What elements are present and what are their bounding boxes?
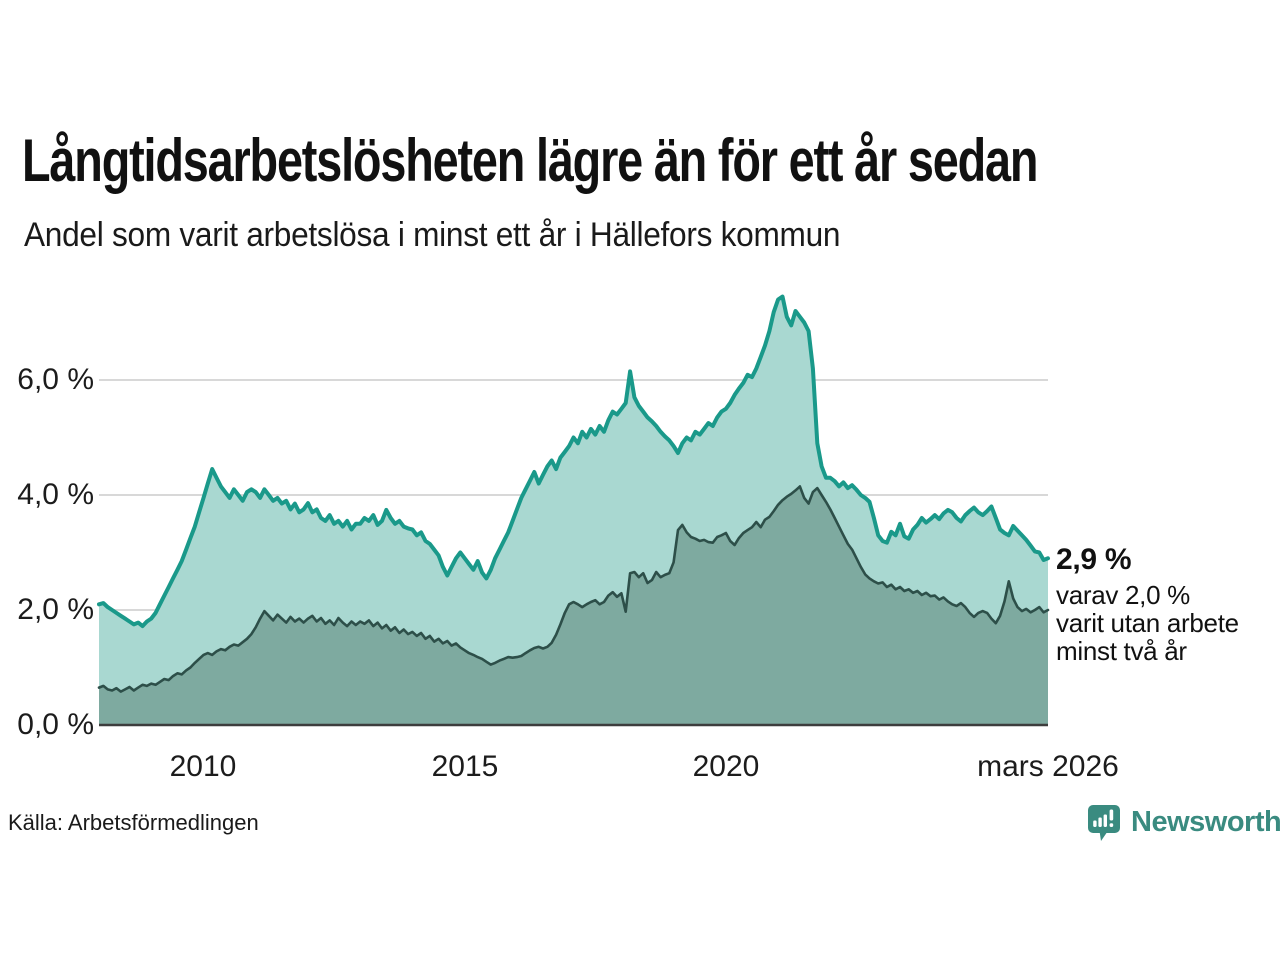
source-note: Källa: Arbetsförmedlingen [8, 810, 259, 835]
end-annotation-value: 2,9 % [1056, 543, 1132, 577]
x-axis-tick-2015: 2015 [431, 750, 499, 783]
x-axis-tick-2020: 2020 [692, 750, 760, 783]
end-annotation-line-2: varit utan arbete [1056, 608, 1239, 639]
newsworthy-wordmark: Newsworthy [1131, 805, 1280, 838]
newsworthy-badge-icon [1088, 805, 1120, 841]
page-subtitle: Andel som varit arbetslösa i minst ett å… [24, 216, 841, 254]
end-annotation: 2,9 % varav 2,0 % varit utan arbete mins… [1056, 543, 1280, 665]
series-area-1 [99, 486, 1048, 725]
series-line-1 [97, 485, 1050, 693]
y-axis-tick-0: 0,0 % [17, 708, 94, 741]
y-axis-tick-2: 2,0 % [17, 593, 94, 626]
x-axis-tick-2010: 2010 [169, 750, 237, 783]
series-line-0 [97, 294, 1050, 629]
x-axis-tick-mars-2026: mars 2026 [977, 750, 1119, 783]
y-axis-tick-6: 6,0 % [17, 363, 94, 396]
newsworthy-logo: Newsworthy [1086, 803, 1280, 841]
page-title: Långtidsarbetslösheten lägre än för ett … [22, 127, 1038, 194]
end-annotation-line-1: varav 2,0 % [1056, 580, 1190, 611]
y-axis-tick-4: 4,0 % [17, 478, 94, 511]
end-annotation-line-3: minst två år [1056, 636, 1187, 667]
